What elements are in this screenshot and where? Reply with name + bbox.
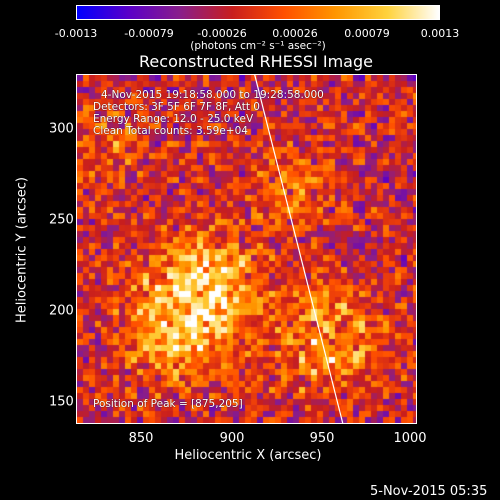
- y-tick-label: 150: [49, 394, 74, 410]
- colorbar-tick: 0.00079: [344, 27, 390, 40]
- time-range-text: 4-Nov-2015 19:18:58.000 to 19:28:58.000: [101, 89, 324, 101]
- x-tick-label: 850: [128, 431, 154, 446]
- colorbar-tick: -0.00079: [124, 27, 174, 40]
- image-plot-area: 4-Nov-2015 19:18:58.000 to 19:28:58.000 …: [76, 74, 417, 424]
- detectors-text: Detectors: 3F 5F 6F 7F 8F, Att 0: [93, 101, 260, 113]
- x-tick-label: 900: [219, 431, 245, 446]
- y-tick-label: 300: [49, 121, 74, 137]
- colorbar-tick: -0.0013: [54, 27, 98, 40]
- energy-range-text: Energy Range: 12.0 - 25.0 keV: [93, 113, 254, 125]
- colorbar: [76, 5, 440, 20]
- rhessi-image-map: [77, 75, 416, 423]
- y-tick-label: 200: [49, 303, 74, 319]
- x-tick-label: 1000: [393, 431, 427, 446]
- colorbar-tick: 0.00026: [272, 27, 318, 40]
- plot-title: Reconstructed RHESSI Image: [139, 52, 373, 71]
- colorbar-tick: 0.0013: [420, 27, 460, 40]
- plot-timestamp: 5-Nov-2015 05:35: [370, 484, 488, 499]
- colorbar-units-label: (photons cm⁻² s⁻¹ asec⁻²): [190, 40, 326, 52]
- colorbar-tick: -0.00026: [197, 27, 247, 40]
- x-axis-label: Heliocentric X (arcsec): [174, 448, 322, 463]
- x-tick-label: 950: [309, 431, 335, 446]
- clean-counts-text: Clean Total counts: 3.59e+04: [93, 125, 248, 137]
- solar-limb-line: [254, 75, 344, 423]
- y-axis-label: Heliocentric Y (arcsec): [14, 177, 30, 323]
- y-tick-label: 250: [49, 212, 74, 228]
- peak-position-text: Position of Peak = [875,205]: [93, 398, 243, 410]
